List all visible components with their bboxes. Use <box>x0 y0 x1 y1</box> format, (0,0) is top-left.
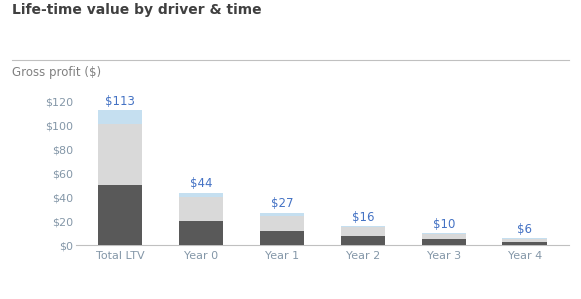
Bar <box>179 221 223 245</box>
Bar <box>260 231 304 245</box>
Bar <box>98 110 142 124</box>
Text: $6: $6 <box>517 223 532 236</box>
Bar <box>503 239 547 242</box>
Bar <box>340 236 385 245</box>
Bar <box>260 213 304 216</box>
Bar <box>422 233 466 234</box>
Text: $27: $27 <box>271 198 293 210</box>
Text: $44: $44 <box>190 177 213 190</box>
Bar <box>179 193 223 197</box>
Text: $10: $10 <box>433 218 455 231</box>
Bar <box>340 227 385 236</box>
Bar <box>179 197 223 221</box>
Bar <box>260 216 304 231</box>
Bar <box>503 238 547 239</box>
Bar <box>422 239 466 245</box>
Bar <box>98 124 142 185</box>
Bar <box>98 185 142 245</box>
Bar <box>340 226 385 227</box>
Text: Gross profit ($): Gross profit ($) <box>12 66 101 79</box>
Bar <box>422 234 466 239</box>
Text: Life-time value by driver & time: Life-time value by driver & time <box>12 3 261 17</box>
Bar <box>503 242 547 245</box>
Text: $113: $113 <box>105 95 135 108</box>
Text: $16: $16 <box>352 211 374 224</box>
